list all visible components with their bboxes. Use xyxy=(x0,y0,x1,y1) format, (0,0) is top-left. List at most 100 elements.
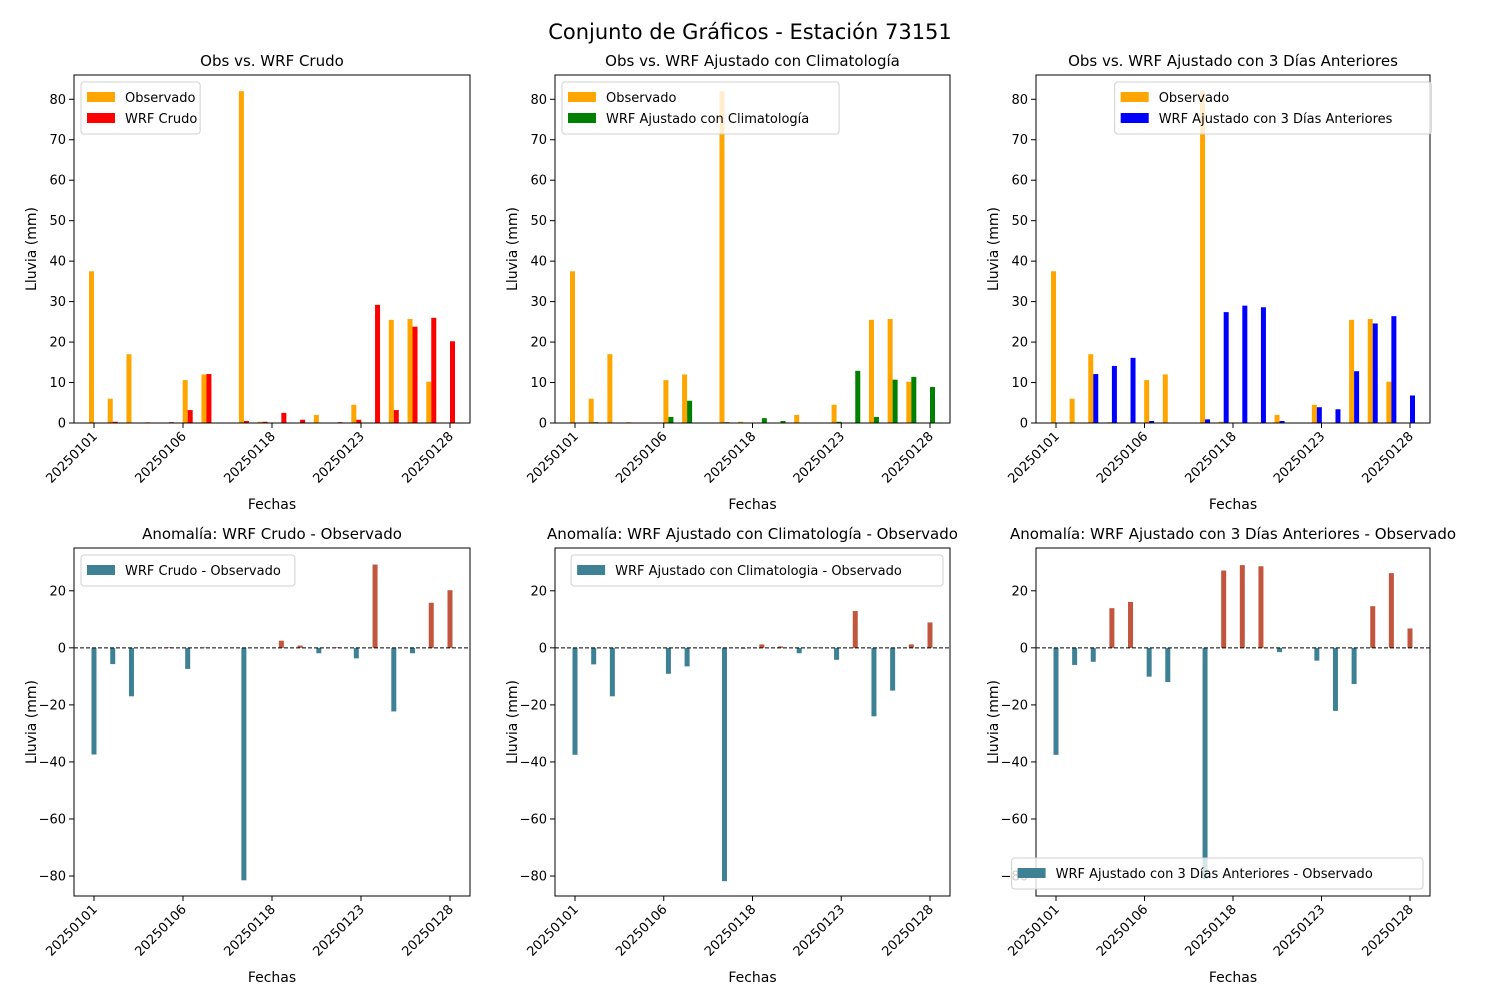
bar-observado xyxy=(407,319,413,423)
x-tick-label: 20250128 xyxy=(879,429,936,486)
y-tick-label: 80 xyxy=(49,93,66,108)
chart-title: Anomalía: WRF Crudo - Observado xyxy=(142,525,402,543)
chart-title: Anomalía: WRF Ajustado con 3 Días Anteri… xyxy=(1010,525,1456,543)
x-tick-label: 20250101 xyxy=(524,902,581,959)
anomaly-bar xyxy=(1258,566,1264,648)
bar-observado xyxy=(388,319,394,423)
x-axis-label: Fechas xyxy=(728,970,776,986)
anomaly-bar xyxy=(815,647,821,649)
anomaly-bar xyxy=(1109,608,1115,648)
x-tick-label: 20250101 xyxy=(43,429,100,486)
y-tick-label: −20 xyxy=(520,698,547,713)
x-tick-label: 20250123 xyxy=(1271,429,1328,486)
y-tick-label: 50 xyxy=(530,214,547,229)
bar-observado xyxy=(831,404,837,423)
bar-observado xyxy=(906,381,912,423)
bar-observado xyxy=(1144,380,1150,423)
bar-wrf xyxy=(930,386,935,423)
y-axis-label: Lluvia (mm) xyxy=(986,207,1002,291)
anomaly-bar xyxy=(1239,565,1245,648)
y-tick-label: 0 xyxy=(1020,641,1028,656)
bar-observado xyxy=(1218,421,1224,423)
anomaly-bar xyxy=(1128,601,1134,648)
anomaly-bar xyxy=(297,645,303,648)
chart-panel-5: Anomalía: WRF Ajustado con Climatología … xyxy=(505,525,958,986)
legend-label: Observado xyxy=(606,91,677,106)
legend-swatch xyxy=(87,92,115,102)
y-tick-label: −80 xyxy=(520,870,547,885)
bar-observado xyxy=(426,381,432,423)
y-tick-label: 60 xyxy=(530,174,547,189)
bar-observado xyxy=(1311,404,1317,423)
x-axis-label: Fechas xyxy=(1209,497,1257,513)
bar-observado xyxy=(682,374,688,423)
anomaly-bar xyxy=(91,647,97,755)
bar-wrf xyxy=(281,412,287,423)
bar-wrf xyxy=(187,410,193,423)
anomaly-bar xyxy=(1165,647,1171,683)
bar-wrf xyxy=(780,420,786,423)
anomaly-bar xyxy=(1221,570,1227,648)
x-tick-label: 20250101 xyxy=(43,902,100,959)
y-tick-label: −60 xyxy=(520,812,547,827)
axes-frame xyxy=(1035,547,1431,897)
anomaly-bar xyxy=(1351,647,1357,685)
bar-wrf xyxy=(1093,374,1099,423)
bar-observado xyxy=(1069,398,1075,423)
y-axis-label: Lluvia (mm) xyxy=(24,680,40,764)
anomaly-bar xyxy=(665,647,671,674)
y-axis-label: Lluvia (mm) xyxy=(24,207,40,291)
y-tick-label: 60 xyxy=(49,174,66,189)
anomaly-bar xyxy=(1314,647,1320,661)
bar-wrf xyxy=(668,416,674,423)
legend-swatch xyxy=(87,113,115,123)
bar-observado xyxy=(738,421,744,423)
x-tick-label: 20250101 xyxy=(524,429,581,486)
legend-swatch xyxy=(1017,868,1046,878)
anomaly-bar xyxy=(1072,647,1078,665)
anomaly-bar xyxy=(852,611,858,648)
legend-swatch xyxy=(568,113,596,123)
x-tick-label: 20250118 xyxy=(702,429,759,486)
bar-wrf xyxy=(112,421,118,423)
anomaly-bar xyxy=(778,646,784,648)
y-tick-label: 60 xyxy=(1011,174,1028,189)
bar-observado xyxy=(588,398,594,423)
y-tick-label: 10 xyxy=(530,376,547,391)
anomaly-bar xyxy=(391,647,397,712)
anomaly-bar xyxy=(609,647,615,697)
anomaly-bar xyxy=(834,647,840,660)
chart-panel-1: Obs vs. WRF Crudo 0 10 20 30 40 50 60 70 80 202501… xyxy=(24,52,471,513)
bar-wrf xyxy=(911,376,917,423)
axes-frame xyxy=(73,547,471,897)
y-tick-label: 20 xyxy=(530,584,547,599)
legend-swatch xyxy=(568,92,596,102)
y-tick-label: −40 xyxy=(520,755,547,770)
chart-panel-6: Anomalía: WRF Ajustado con 3 Días Anteri… xyxy=(986,525,1456,986)
y-tick-label: 40 xyxy=(1011,255,1028,270)
legend: WRF Crudo - Observado xyxy=(80,554,296,587)
y-tick-label: 20 xyxy=(49,584,66,599)
bar-wrf xyxy=(1260,307,1266,423)
y-tick-label: −40 xyxy=(39,755,66,770)
bar-observado xyxy=(238,91,244,424)
bar-observado xyxy=(313,414,319,423)
bar-observado xyxy=(1274,414,1280,423)
axes-frame xyxy=(1035,74,1431,424)
x-tick-label: 20250118 xyxy=(702,902,759,959)
bar-observado xyxy=(663,380,669,423)
anomaly-bar xyxy=(353,647,359,659)
legend-label: Observado xyxy=(1159,91,1230,106)
y-tick-label: 70 xyxy=(49,133,66,148)
legend: Observado WRF Crudo xyxy=(80,81,201,135)
anomaly-bar xyxy=(1407,628,1413,648)
x-tick-label: 20250106 xyxy=(132,429,189,486)
y-tick-label: 20 xyxy=(1011,584,1028,599)
anomaly-bar xyxy=(591,647,597,665)
anomaly-bar xyxy=(908,644,914,648)
y-tick-label: 70 xyxy=(1011,133,1028,148)
legend-label: Observado xyxy=(125,91,196,106)
x-tick-label: 20250118 xyxy=(221,429,278,486)
x-tick-label: 20250128 xyxy=(399,902,456,959)
bar-wrf xyxy=(1149,420,1155,423)
